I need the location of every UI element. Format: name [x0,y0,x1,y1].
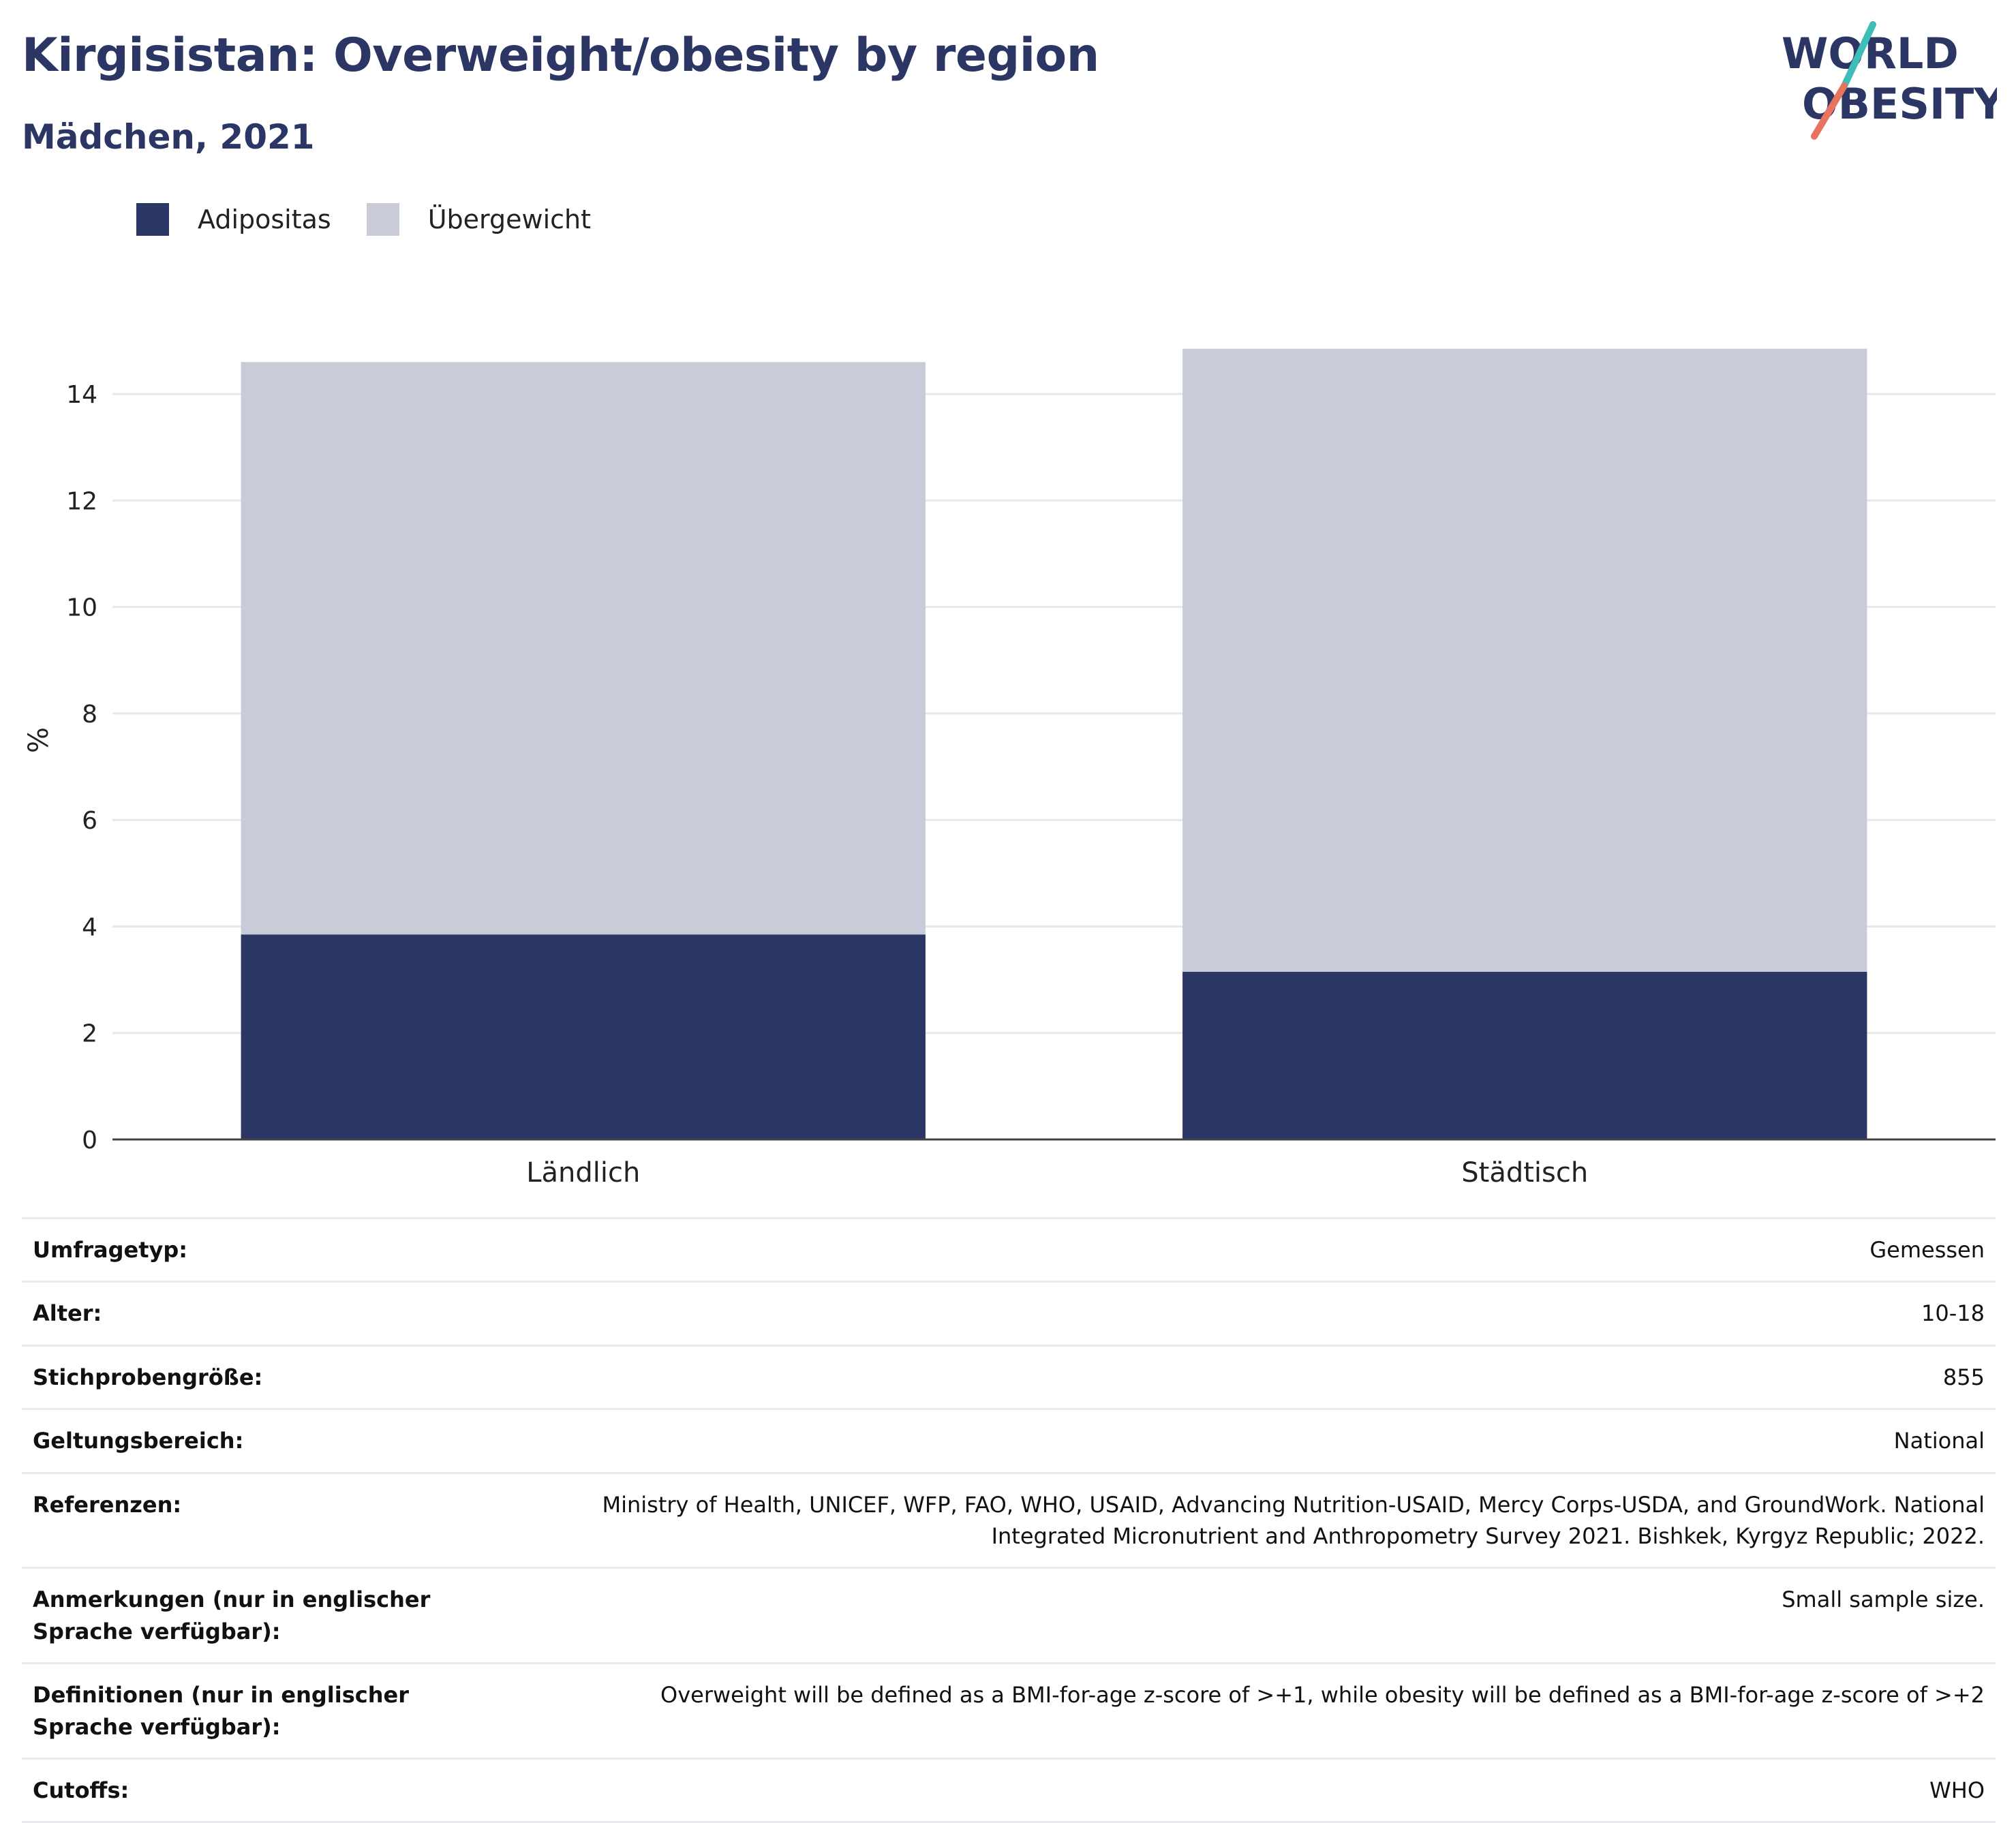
bar-uebergewicht [241,362,926,935]
survey-metadata-table: Umfragetyp: Gemessen Alter: 10-18 Stichprobe… [22,1217,1996,1823]
legend-label-adipositas: Adipositas [198,204,331,234]
meta-row: Stichprobengröße: 855 [22,1344,1996,1408]
bar-adipositas [241,934,926,1139]
meta-value: Gemessen [1869,1237,1985,1263]
y-tick-label: 10 [66,594,97,622]
meta-label: Cutoffs: [33,1777,129,1803]
meta-row: Alter: 10-18 [22,1281,1996,1344]
bar-adipositas [1182,971,1867,1139]
meta-row: Geltungsbereich: National [22,1408,1996,1471]
logo-slash-teal [1841,21,1876,89]
meta-label: Referenzen: [33,1491,182,1518]
chart-legend: Adipositas Übergewicht [136,203,626,236]
x-tick-label: Städtisch [1461,1157,1588,1186]
bar-chart: 0 2 4 6 8 10 12 14% Ländlich Städtisch [23,348,1996,1186]
y-tick-label: 8 [82,701,97,729]
logo-slash-coral [1811,82,1848,140]
x-tick-label: Ländlich [526,1157,640,1186]
meta-value: 855 [1942,1364,1985,1390]
meta-value: Ministry of Health, UNICEF, WFP, FAO, WH… [602,1491,1985,1549]
y-tick-label: 4 [82,913,97,941]
meta-value: Overweight will be defined as a BMI-for-… [660,1682,1985,1709]
world-obesity-logo: WORLD OBESITY [1782,21,1997,140]
meta-row: Umfragetyp: Gemessen [22,1217,1996,1281]
meta-value: Small sample size. [1782,1587,1985,1613]
meta-label: Definitionen (nur in englischer Sprache … [33,1682,409,1740]
y-tick-label: 12 [66,487,97,515]
legend-swatch-uebergewicht [366,203,399,236]
legend-label-uebergewicht: Übergewicht [427,204,591,234]
legend-item-adipositas[interactable]: Adipositas [136,203,331,236]
y-tick-label: 6 [82,807,97,835]
chart-subtitle: Mädchen, 2021 [22,117,315,157]
meta-value: National [1893,1428,1985,1454]
y-tick-label: 14 [66,381,97,409]
meta-label: Anmerkungen (nur in englischer Sprache v… [33,1587,431,1644]
meta-row: Definitionen (nur in englischer Sprache … [22,1662,1996,1758]
legend-swatch-adipositas [136,203,169,236]
legend-item-uebergewicht[interactable]: Übergewicht [366,203,591,236]
y-tick-label: 2 [82,1020,97,1048]
meta-label: Umfragetyp: [33,1237,188,1263]
meta-value: 10-18 [1921,1300,1985,1327]
meta-label: Alter: [33,1300,102,1327]
y-axis-label: % [23,727,55,753]
meta-label: Geltungsbereich: [33,1428,244,1454]
meta-row: Referenzen: Ministry of Health, UNICEF, W… [22,1471,1996,1567]
chart-title: Kirgisistan: Overweight/obesity by regio… [22,29,1099,82]
meta-row: Cutoffs: WHO [22,1757,1996,1823]
bar-uebergewicht [1182,348,1867,972]
y-tick-label: 0 [82,1127,97,1154]
meta-value: WHO [1929,1777,1985,1803]
meta-row: Anmerkungen (nur in englischer Sprache v… [22,1567,1996,1662]
meta-label: Stichprobengröße: [33,1364,263,1390]
